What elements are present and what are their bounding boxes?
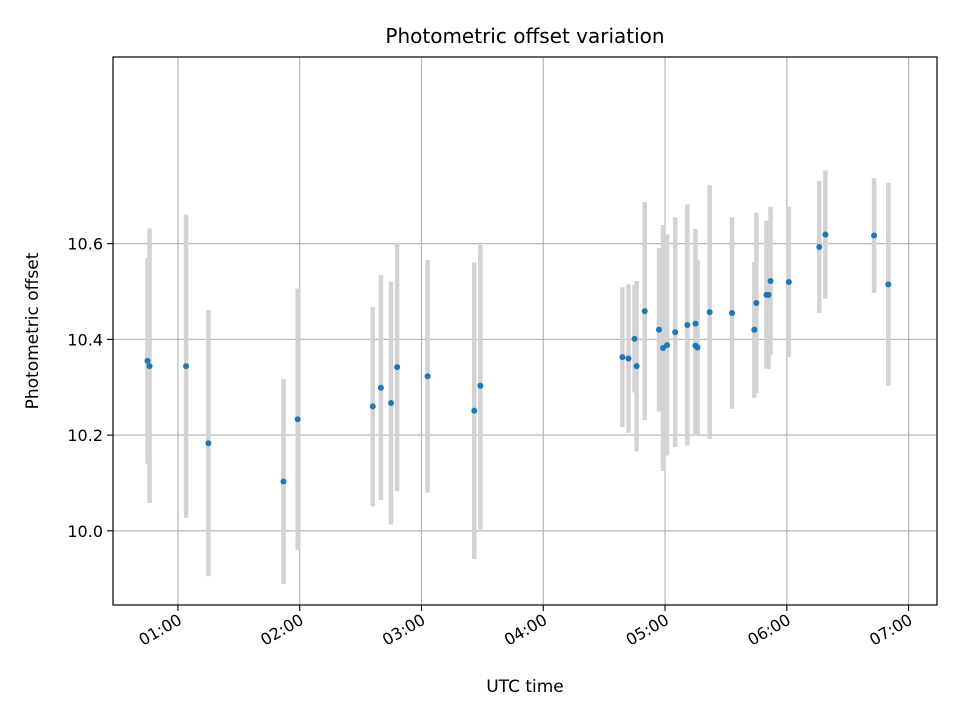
y-tick-label: 10.4 [67,330,103,349]
y-axis: 10.0 10.2 10.4 10.6 [67,235,113,541]
data-point [477,382,484,389]
y-tick-label: 10.0 [67,522,103,541]
data-point [294,416,301,423]
plot-frame [112,56,938,606]
data-point [641,308,648,315]
data-point [205,440,212,447]
y-tick-label: 10.2 [67,426,103,445]
data-point [684,322,691,329]
y-tick-label: 10.6 [67,235,103,254]
data-point [692,320,699,327]
y-axis-title: Photometric offset [23,252,43,409]
data-point [672,329,679,336]
data-point [146,363,153,370]
data-point [619,354,626,361]
data-point [394,364,401,371]
data-point [183,363,190,370]
data-point [822,231,829,238]
data-point [471,407,478,414]
data-points [144,231,892,485]
data-point [885,281,892,288]
data-point [631,335,638,342]
data-point [388,400,395,407]
data-point [729,310,736,317]
data-point [706,309,713,316]
x-axis-title: UTC time [486,677,564,697]
data-point [625,355,632,362]
data-point [753,300,760,307]
data-point [694,344,701,351]
data-point [785,278,792,285]
chart-title: Photometric offset variation [385,24,664,48]
data-point [767,277,774,284]
data-point [424,373,431,380]
data-point [664,342,671,349]
data-point [655,326,662,333]
data-point [816,244,823,251]
data-point [369,403,376,410]
data-point [633,363,640,370]
data-point [280,478,287,485]
data-point [144,357,151,364]
data-point [751,326,758,333]
data-point [765,291,772,298]
data-point [377,384,384,391]
data-point [871,232,878,239]
